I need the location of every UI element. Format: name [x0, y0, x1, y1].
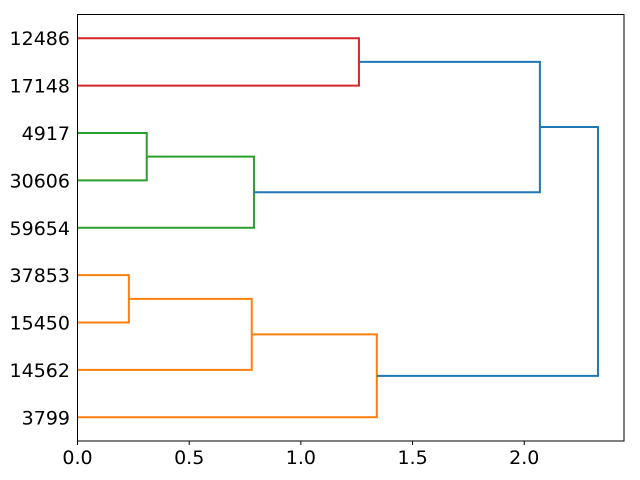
dendrogram-link-green	[77, 155, 255, 229]
leaf-label: 30606	[10, 170, 70, 192]
x-tick-label: 2.0	[509, 447, 539, 469]
leaf-label: 12486	[10, 28, 70, 50]
dendrogram-link-green	[77, 131, 148, 182]
x-tick-label: 1.0	[286, 447, 316, 469]
x-tick-label: 1.5	[397, 447, 427, 469]
dendrogram-link-orange	[77, 297, 253, 371]
leaf-label: 37853	[10, 265, 70, 287]
leaf-label: 59654	[10, 218, 70, 240]
x-tick-label: 0.5	[174, 447, 204, 469]
dendrogram-link-red	[77, 37, 360, 87]
plot-border	[77, 14, 625, 442]
dendrogram-link-orange	[77, 274, 130, 324]
x-tick-label: 0.0	[62, 447, 92, 469]
dendrogram-link-blue	[253, 60, 541, 194]
leaf-label: 17148	[10, 76, 70, 98]
dendrogram-link-orange	[77, 333, 378, 419]
leaf-label: 15450	[10, 313, 70, 335]
leaf-label: 14562	[10, 360, 70, 382]
leaf-label: 4917	[22, 123, 70, 145]
leaf-label: 3799	[22, 407, 70, 429]
dendrogram-link-blue	[376, 126, 599, 377]
